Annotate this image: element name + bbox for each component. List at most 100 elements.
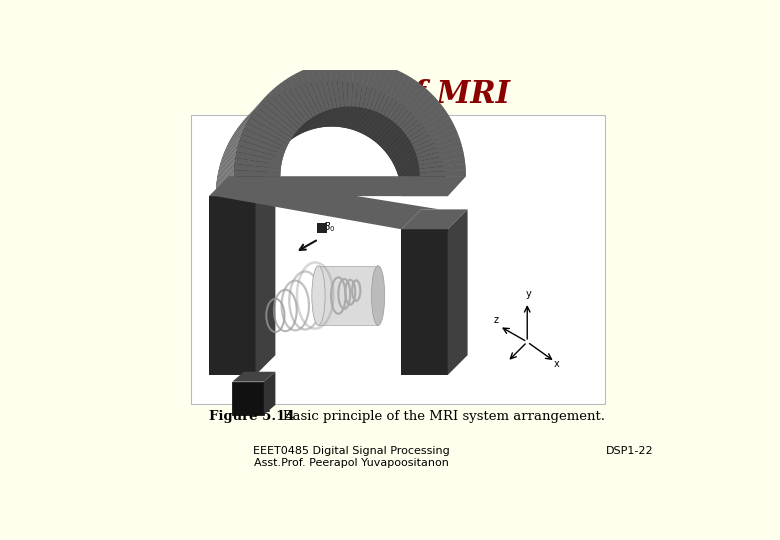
Polygon shape [420,170,466,176]
Text: y: y [526,289,532,299]
Polygon shape [371,67,395,89]
Polygon shape [295,116,316,137]
Polygon shape [417,98,439,122]
Polygon shape [425,107,447,132]
Polygon shape [334,107,356,127]
Polygon shape [377,69,401,113]
Polygon shape [224,129,244,154]
Polygon shape [366,116,387,137]
Polygon shape [399,82,421,105]
Polygon shape [222,134,242,160]
Polygon shape [322,62,337,109]
Polygon shape [381,126,401,149]
Polygon shape [260,82,283,105]
Polygon shape [446,158,465,184]
Polygon shape [396,151,416,174]
Polygon shape [388,75,412,98]
Polygon shape [360,64,384,85]
Polygon shape [236,146,283,161]
Polygon shape [226,123,247,148]
Polygon shape [445,152,464,178]
Polygon shape [384,75,412,117]
Polygon shape [444,146,463,172]
Polygon shape [388,135,408,158]
Polygon shape [310,65,330,111]
Polygon shape [440,134,460,160]
Polygon shape [235,158,282,169]
Text: Figure 5.14: Figure 5.14 [209,410,295,423]
Polygon shape [356,111,377,132]
Polygon shape [268,144,288,167]
Polygon shape [393,85,427,124]
Polygon shape [428,112,450,137]
Polygon shape [209,176,466,196]
Polygon shape [275,72,300,94]
Polygon shape [216,164,235,190]
Polygon shape [315,108,337,129]
Polygon shape [274,85,307,124]
Polygon shape [216,80,448,196]
Polygon shape [399,158,418,181]
Polygon shape [209,196,256,375]
Text: z: z [494,315,498,325]
Polygon shape [298,113,320,135]
Polygon shape [438,129,458,154]
Polygon shape [381,72,406,116]
Polygon shape [415,134,460,154]
Polygon shape [385,132,406,154]
Polygon shape [217,152,236,178]
Bar [318,266,378,325]
Polygon shape [378,124,399,146]
Polygon shape [322,60,347,80]
Polygon shape [374,67,395,112]
Text: EEET0485 Digital Signal Processing: EEET0485 Digital Signal Processing [253,446,450,456]
Polygon shape [403,85,427,109]
Polygon shape [374,122,395,144]
Polygon shape [262,173,281,196]
Polygon shape [264,158,283,181]
Polygon shape [281,126,301,149]
Polygon shape [234,170,281,176]
Polygon shape [286,122,307,144]
Polygon shape [292,65,317,87]
Text: Basic of MRI: Basic of MRI [289,78,510,110]
Polygon shape [264,93,301,129]
Polygon shape [294,72,320,116]
Polygon shape [278,129,299,152]
Polygon shape [242,129,286,151]
Polygon shape [283,78,313,119]
Polygon shape [441,140,462,166]
Polygon shape [264,372,275,415]
Polygon shape [283,124,304,146]
Polygon shape [220,140,239,166]
Polygon shape [352,60,360,107]
Polygon shape [400,165,419,188]
Polygon shape [256,176,275,375]
Polygon shape [267,147,286,171]
Polygon shape [412,123,456,147]
Polygon shape [234,164,281,173]
Polygon shape [257,102,296,135]
Polygon shape [413,93,435,117]
Polygon shape [347,60,353,107]
Polygon shape [328,61,341,108]
Polygon shape [255,85,278,109]
Polygon shape [261,98,299,132]
Polygon shape [345,108,367,129]
Polygon shape [298,64,322,85]
Ellipse shape [312,266,325,325]
Polygon shape [322,107,345,127]
Polygon shape [328,60,353,80]
Polygon shape [330,107,352,126]
Polygon shape [369,117,390,139]
Polygon shape [372,119,393,141]
Polygon shape [266,151,285,174]
Polygon shape [416,140,462,158]
Polygon shape [289,75,316,117]
Polygon shape [262,169,281,192]
Polygon shape [300,69,323,113]
Polygon shape [269,89,304,126]
Polygon shape [401,98,439,132]
Polygon shape [251,89,274,113]
Polygon shape [232,372,275,382]
